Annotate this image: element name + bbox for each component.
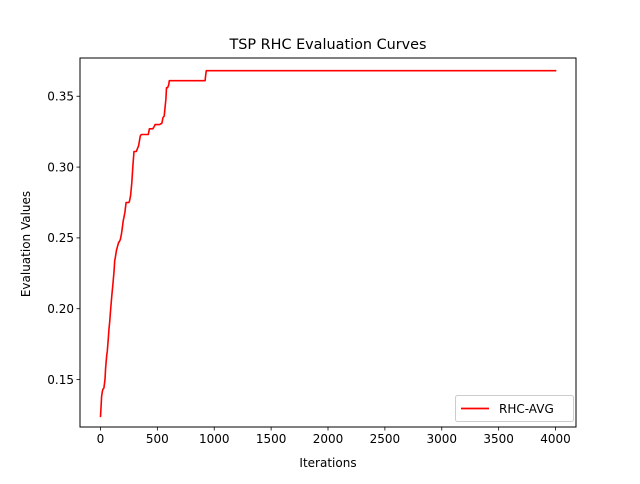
x-axis-label: Iterations	[299, 456, 356, 470]
x-tick-label: 2500	[370, 432, 401, 446]
series-line-rhc-avg	[99, 69, 557, 418]
x-tick-label: 0	[97, 432, 105, 446]
y-tick-label: 0.20	[47, 302, 74, 316]
y-tick-label: 0.25	[47, 231, 74, 245]
legend: RHC-AVG	[455, 395, 574, 422]
x-tick-label: 500	[146, 432, 169, 446]
x-tick-label: 4000	[540, 432, 571, 446]
legend-frame	[455, 395, 574, 422]
x-tick-label: 2000	[313, 432, 344, 446]
x-tick-label: 3000	[426, 432, 457, 446]
y-tick-label: 0.30	[47, 160, 74, 174]
y-axis-label: Evaluation Values	[19, 191, 33, 297]
y-tick-label: 0.15	[47, 373, 74, 387]
x-tick-label: 1000	[199, 432, 230, 446]
chart-title: TSP RHC Evaluation Curves	[228, 37, 426, 53]
axes-frame	[79, 57, 577, 428]
x-tick-label: 1500	[256, 432, 287, 446]
plot-area: 0 500 1000 1500 2000 2500 3000 3500 4000 0.15 0.20…	[47, 57, 577, 446]
y-tick-label: 0.35	[47, 90, 74, 104]
x-tick-label: 3500	[483, 432, 514, 446]
legend-label-rhc-avg: RHC-AVG	[499, 402, 554, 416]
